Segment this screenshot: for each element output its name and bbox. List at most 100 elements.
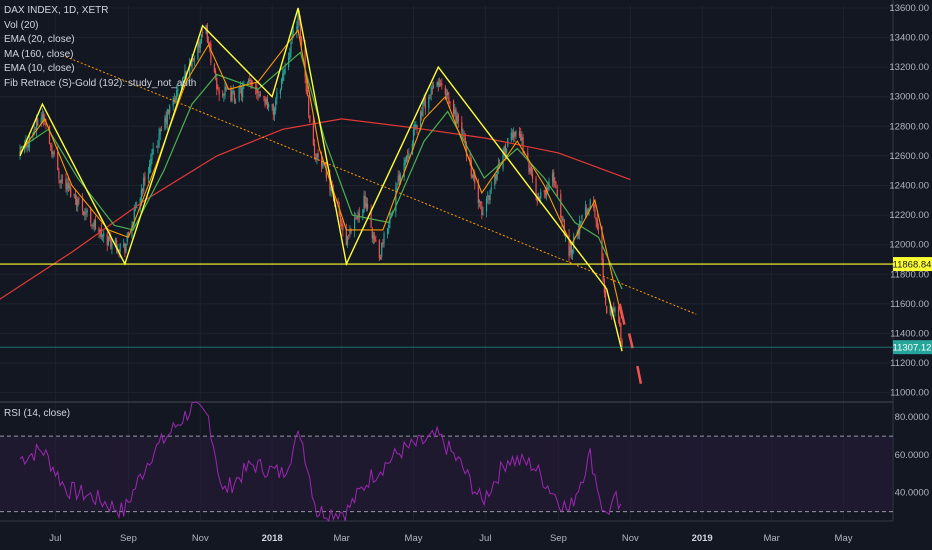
candle-body	[268, 104, 270, 108]
candle-body	[478, 199, 481, 203]
candle-body	[111, 244, 113, 250]
candle-body	[448, 97, 450, 104]
candle-body	[529, 168, 531, 173]
candle-body	[48, 125, 51, 145]
candle-body	[59, 180, 61, 183]
candle-body	[110, 238, 112, 247]
candle-body	[465, 145, 468, 157]
legend: DAX INDEX, 1D, XETR Vol (20) EMA (20, cl…	[4, 4, 196, 91]
candle-body	[365, 203, 367, 207]
candle-body	[191, 58, 193, 68]
candle-body	[362, 209, 364, 218]
candle-body	[366, 204, 369, 209]
x-tick-label: 2018	[262, 533, 283, 544]
candle-body	[428, 97, 430, 108]
indicators	[0, 28, 631, 319]
candle-body	[289, 52, 291, 60]
candle-body	[209, 43, 211, 47]
rsi-line	[19, 401, 622, 523]
candle-body	[152, 148, 154, 155]
candle-body	[273, 109, 276, 116]
candle-body	[421, 112, 423, 116]
candle-body	[213, 64, 216, 73]
candle-body	[515, 131, 517, 136]
candle-body	[601, 226, 603, 261]
candle-body	[595, 218, 597, 222]
candle-body	[617, 307, 620, 317]
candle-body	[283, 71, 285, 75]
candle-body	[471, 175, 474, 178]
y-tick-label: 12600.00	[889, 151, 929, 162]
candle-body	[485, 198, 488, 212]
candle-body	[494, 175, 496, 186]
candle-body	[345, 229, 347, 246]
candle-body	[107, 237, 109, 246]
projection-dash	[636, 365, 643, 384]
candle-body	[403, 163, 405, 178]
legend-ema10: EMA (10, close)	[4, 63, 75, 74]
candle-body	[535, 178, 537, 196]
candle-body	[399, 175, 402, 183]
rsi-tick-label: 80.0000	[895, 412, 929, 423]
candle-body	[40, 117, 42, 125]
candle-body	[166, 109, 168, 125]
candle-body	[521, 137, 523, 140]
legend-ma160: MA (160, close)	[4, 48, 74, 60]
candle-body	[86, 210, 88, 213]
candle-body	[581, 215, 583, 220]
candle-body	[116, 240, 118, 251]
x-tick-label: May	[405, 533, 423, 544]
candle-body	[338, 206, 340, 216]
candle-body	[357, 211, 359, 220]
candle-body	[579, 220, 581, 234]
y-tick-label: 11000.00	[890, 388, 929, 399]
candle-body	[238, 87, 240, 101]
candle-body	[313, 144, 316, 156]
candle-body	[256, 86, 258, 93]
candle-body	[587, 208, 589, 214]
y-tick-label: 11200.00	[890, 358, 929, 369]
candle-body	[496, 168, 498, 180]
candle-body	[397, 175, 399, 183]
y-tick-label: 12800.00	[889, 121, 929, 132]
candle-body	[85, 212, 87, 214]
candle-body	[202, 32, 204, 34]
candle-body	[53, 152, 55, 154]
candle-body	[356, 216, 358, 219]
candle-body	[164, 117, 166, 131]
candle-body	[510, 132, 512, 141]
candle-body	[482, 213, 484, 215]
candle-body	[242, 87, 244, 98]
rsi-band	[0, 436, 893, 512]
candle-body	[123, 243, 125, 246]
candle-body	[67, 183, 69, 189]
candle-body	[586, 209, 588, 215]
candle-body	[232, 91, 234, 93]
projection-dash	[618, 303, 626, 325]
candle-body	[214, 71, 217, 77]
candle-body	[620, 323, 622, 340]
candle-body	[50, 144, 52, 146]
candle-body	[78, 198, 80, 200]
candle-body	[98, 227, 100, 234]
candle-body	[73, 193, 75, 196]
candle-body	[560, 194, 562, 218]
y-tick-label: 11600.00	[890, 299, 929, 310]
candle-body	[101, 235, 104, 237]
candle-body	[225, 87, 227, 90]
candle-body	[210, 44, 212, 63]
candle-body	[206, 25, 208, 43]
candle-body	[358, 213, 360, 217]
candle-body	[124, 243, 126, 254]
candle-body	[381, 243, 383, 257]
candle-body	[372, 235, 375, 238]
candle-body	[452, 100, 455, 115]
y-tick-label: 13600.00	[889, 3, 929, 14]
candle-body	[127, 232, 130, 236]
candle-body	[114, 239, 117, 242]
candle-body	[609, 305, 611, 315]
candle-body	[250, 78, 252, 83]
candle-body	[390, 213, 392, 215]
trend-line	[65, 56, 697, 315]
